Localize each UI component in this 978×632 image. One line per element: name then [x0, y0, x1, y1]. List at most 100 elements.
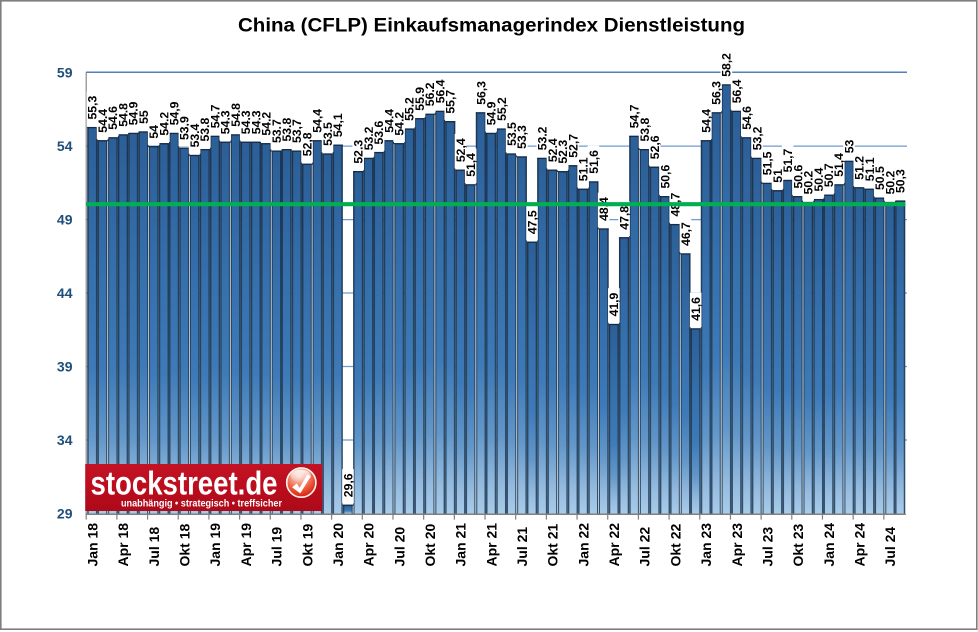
svg-text:53,5: 53,5 [321, 122, 335, 146]
svg-text:50,2: 50,2 [802, 170, 816, 194]
svg-text:47,5: 47,5 [525, 210, 539, 234]
svg-text:41,6: 41,6 [689, 297, 703, 321]
svg-text:50,6: 50,6 [658, 165, 672, 189]
svg-text:54,9: 54,9 [168, 101, 182, 125]
svg-text:47,8: 47,8 [618, 206, 632, 230]
svg-text:52,6: 52,6 [648, 135, 662, 159]
svg-text:Apr 18: Apr 18 [115, 523, 131, 567]
svg-text:56,3: 56,3 [474, 81, 488, 105]
svg-text:51,1: 51,1 [577, 157, 591, 181]
svg-text:59: 59 [57, 65, 73, 81]
svg-text:Jul 18: Jul 18 [146, 527, 162, 567]
svg-text:53,2: 53,2 [750, 126, 764, 150]
svg-text:53,8: 53,8 [198, 118, 212, 142]
svg-text:54,2: 54,2 [393, 112, 407, 136]
svg-text:Apr 22: Apr 22 [606, 523, 622, 567]
svg-text:52,4: 52,4 [454, 138, 468, 162]
svg-text:48,4: 48,4 [597, 197, 611, 221]
svg-text:54: 54 [57, 138, 73, 154]
svg-text:50,7: 50,7 [822, 163, 836, 187]
svg-text:46,7: 46,7 [679, 222, 693, 246]
svg-text:56,4: 56,4 [730, 79, 744, 103]
svg-text:51,4: 51,4 [464, 153, 478, 177]
svg-text:Apr 23: Apr 23 [729, 523, 745, 567]
svg-text:53,6: 53,6 [372, 121, 386, 145]
svg-text:54,2: 54,2 [157, 112, 171, 136]
svg-text:54,4: 54,4 [699, 109, 713, 133]
svg-text:Okt 21: Okt 21 [545, 523, 561, 566]
svg-text:55,3: 55,3 [86, 96, 100, 120]
svg-text:54,4: 54,4 [311, 109, 325, 133]
svg-text:51,1: 51,1 [863, 157, 877, 181]
svg-text:Apr 24: Apr 24 [852, 523, 868, 567]
svg-text:51,6: 51,6 [587, 150, 601, 174]
svg-text:Okt 20: Okt 20 [422, 523, 438, 566]
svg-text:Jan 24: Jan 24 [821, 523, 837, 567]
svg-text:58,2: 58,2 [720, 53, 734, 77]
svg-text:29,6: 29,6 [341, 473, 355, 497]
svg-text:34: 34 [57, 432, 73, 448]
svg-text:Jan 18: Jan 18 [85, 523, 101, 567]
svg-text:53,8: 53,8 [638, 118, 652, 142]
svg-text:41,9: 41,9 [607, 292, 621, 316]
svg-text:Okt 18: Okt 18 [177, 523, 193, 566]
svg-text:56,2: 56,2 [423, 82, 437, 106]
svg-text:50,2: 50,2 [883, 170, 897, 194]
svg-text:55,2: 55,2 [495, 97, 509, 121]
svg-text:China (CFLP) Einkaufsmanagerin: China (CFLP) Einkaufsmanagerindex Dienst… [238, 16, 745, 37]
svg-text:50,4: 50,4 [812, 168, 826, 192]
svg-text:Jul 19: Jul 19 [269, 527, 285, 567]
svg-text:53,9: 53,9 [178, 116, 192, 140]
svg-text:51,5: 51,5 [761, 151, 775, 175]
svg-text:54,7: 54,7 [208, 104, 222, 128]
svg-text:54: 54 [147, 125, 161, 139]
svg-text:Jan 21: Jan 21 [453, 523, 469, 567]
svg-text:55: 55 [137, 110, 151, 124]
svg-text:Jan 23: Jan 23 [698, 523, 714, 567]
svg-text:54,9: 54,9 [127, 101, 141, 125]
svg-text:53,2: 53,2 [536, 126, 550, 150]
svg-text:29: 29 [57, 506, 73, 522]
svg-text:54,3: 54,3 [219, 110, 233, 134]
svg-text:50,3: 50,3 [894, 169, 908, 193]
svg-text:Jul 20: Jul 20 [391, 527, 407, 567]
svg-text:49: 49 [57, 212, 73, 228]
svg-text:54,2: 54,2 [260, 112, 274, 136]
svg-text:Apr 19: Apr 19 [238, 523, 254, 567]
svg-text:44: 44 [57, 285, 73, 301]
svg-text:53: 53 [842, 140, 856, 154]
svg-text:51,4: 51,4 [832, 153, 846, 177]
svg-text:56,4: 56,4 [433, 79, 447, 103]
svg-text:39: 39 [57, 359, 73, 375]
svg-text:54,8: 54,8 [116, 103, 130, 127]
svg-text:53,7: 53,7 [270, 119, 284, 143]
svg-text:54,8: 54,8 [229, 103, 243, 127]
svg-text:Jan 20: Jan 20 [330, 523, 346, 567]
svg-text:54,4: 54,4 [96, 109, 110, 133]
svg-text:53,8: 53,8 [280, 118, 294, 142]
svg-text:Okt 23: Okt 23 [790, 523, 806, 566]
svg-text:Jan 22: Jan 22 [575, 523, 591, 567]
svg-text:54,9: 54,9 [485, 101, 499, 125]
svg-text:54,4: 54,4 [382, 109, 396, 133]
svg-text:53,5: 53,5 [505, 122, 519, 146]
svg-text:Apr 20: Apr 20 [361, 523, 377, 567]
svg-text:51,2: 51,2 [853, 156, 867, 180]
svg-text:54,3: 54,3 [249, 110, 263, 134]
svg-text:Apr 21: Apr 21 [483, 523, 499, 567]
svg-text:Jul 22: Jul 22 [637, 527, 653, 567]
svg-text:56,3: 56,3 [710, 81, 724, 105]
svg-text:55,9: 55,9 [413, 87, 427, 111]
svg-text:54,6: 54,6 [740, 106, 754, 130]
svg-text:52,4: 52,4 [546, 138, 560, 162]
svg-text:Okt 22: Okt 22 [667, 523, 683, 566]
svg-text:Okt 19: Okt 19 [299, 523, 315, 566]
svg-text:Jul 24: Jul 24 [882, 527, 898, 567]
svg-text:51: 51 [771, 169, 785, 183]
svg-text:54,6: 54,6 [106, 106, 120, 130]
svg-text:Jan 19: Jan 19 [207, 523, 223, 567]
svg-text:52,3: 52,3 [352, 140, 366, 164]
svg-text:53,7: 53,7 [290, 119, 304, 143]
svg-text:55,2: 55,2 [403, 97, 417, 121]
svg-text:Jul 23: Jul 23 [759, 527, 775, 567]
